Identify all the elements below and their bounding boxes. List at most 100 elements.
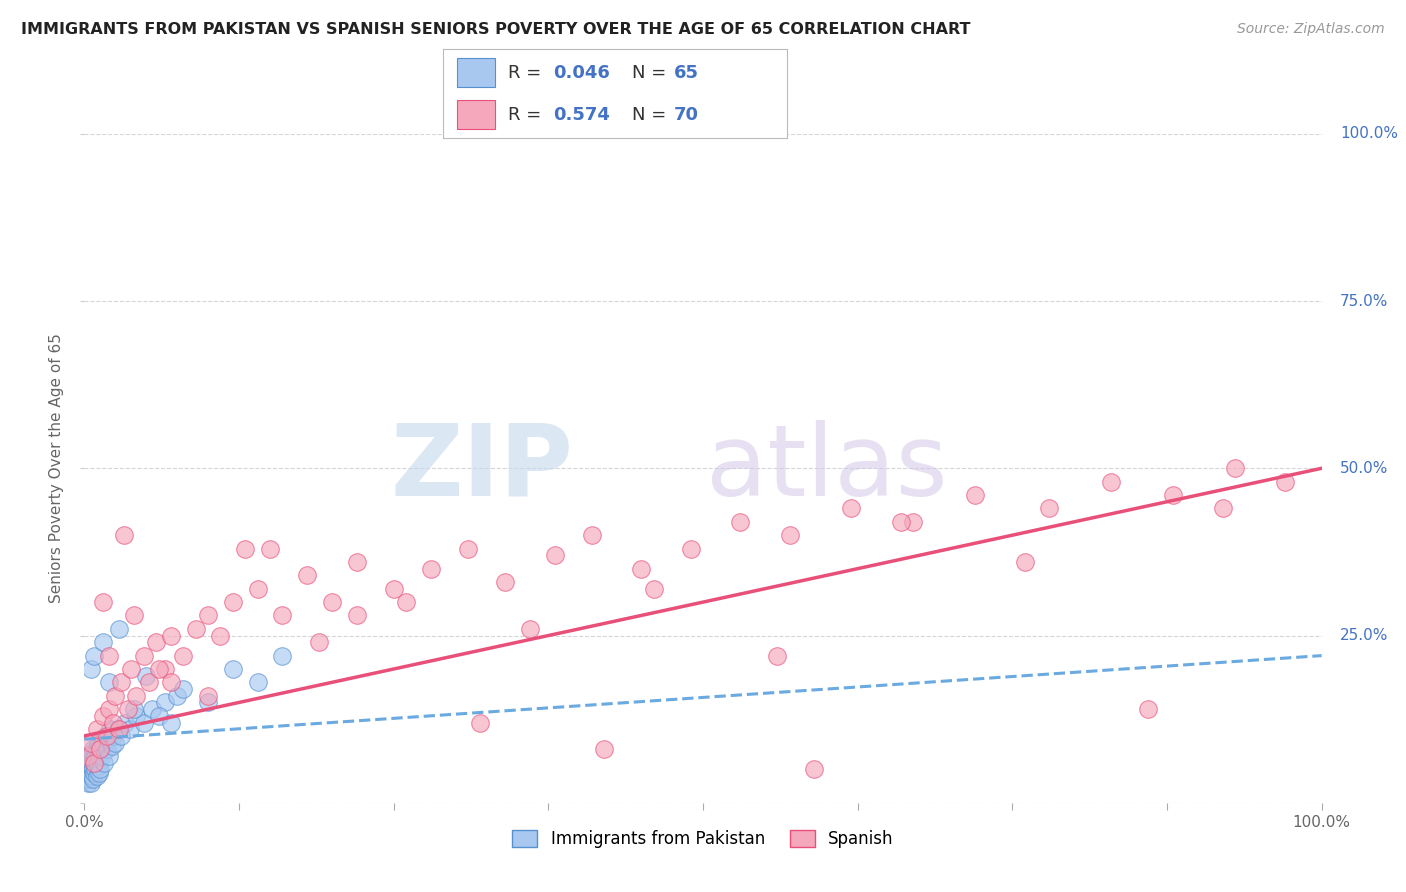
Point [470,715,492,730]
Point [98,675,121,690]
Point [141,702,163,716]
Point [75,769,97,783]
Point [395,595,418,609]
Point [630,562,652,576]
Point [271,648,294,663]
Point [593,742,616,756]
Text: 70: 70 [673,105,699,124]
Point [101,715,124,730]
Point [108,723,131,737]
Point [153,696,176,710]
Point [382,582,405,596]
Point [259,541,281,556]
Text: Source: ZipAtlas.com: Source: ZipAtlas.com [1237,22,1385,37]
Text: R =: R = [509,63,547,82]
Point [903,515,925,529]
Point [77,749,100,764]
Text: 65: 65 [673,63,699,82]
Point [1274,475,1296,489]
FancyBboxPatch shape [457,58,495,87]
Point [104,689,127,703]
Point [779,528,801,542]
Point [148,708,170,723]
Point [125,708,148,723]
Text: ZIP: ZIP [391,420,574,516]
Text: IMMIGRANTS FROM PAKISTAN VS SPANISH SENIORS POVERTY OVER THE AGE OF 65 CORRELATI: IMMIGRANTS FROM PAKISTAN VS SPANISH SENI… [21,22,970,37]
Point [89,739,111,753]
Point [76,772,98,787]
Point [803,762,825,776]
Point [79,772,101,787]
Point [222,595,245,609]
Text: 100.0%: 100.0% [1340,127,1398,141]
Point [132,648,155,663]
Point [87,759,110,773]
Point [1223,461,1246,475]
Point [153,662,176,676]
Text: 0.574: 0.574 [553,105,610,124]
Point [1014,555,1036,569]
Point [79,769,101,783]
Point [91,595,114,609]
Point [172,648,194,663]
Point [222,662,245,676]
Point [79,775,101,790]
Text: 0.046: 0.046 [553,63,610,82]
Point [160,628,183,642]
Point [83,648,105,663]
Point [110,675,132,690]
Point [197,689,219,703]
Point [120,662,142,676]
Point [83,752,105,766]
Point [321,595,343,609]
Point [246,582,269,596]
Point [145,635,167,649]
Point [160,675,183,690]
Text: R =: R = [509,105,547,124]
Point [233,541,256,556]
Point [209,628,232,642]
Point [766,648,789,663]
Point [83,756,105,770]
Point [112,528,135,542]
Point [98,749,121,764]
Point [346,608,368,623]
Point [82,762,104,776]
Point [110,729,132,743]
Text: atlas: atlas [706,420,948,516]
Point [80,769,103,783]
Point [1161,488,1184,502]
Point [82,772,104,787]
Point [100,739,122,753]
Point [86,723,108,737]
Point [679,541,702,556]
Point [120,723,142,737]
Point [160,715,183,730]
Point [89,762,111,776]
Point [76,762,98,776]
Point [86,769,108,783]
Point [79,662,101,676]
Point [101,729,124,743]
Point [98,648,121,663]
Point [581,528,603,542]
Point [77,756,100,770]
Point [86,756,108,770]
Text: 75.0%: 75.0% [1340,293,1389,309]
Point [91,635,114,649]
Point [166,689,188,703]
Point [93,756,115,770]
Point [728,515,751,529]
Point [122,702,145,716]
Point [1099,475,1122,489]
Point [841,501,863,516]
Point [135,669,157,683]
Point [89,765,111,780]
Text: 25.0%: 25.0% [1340,628,1389,643]
Point [80,756,103,770]
Point [77,765,100,780]
Point [1038,501,1060,516]
Point [79,759,101,773]
Point [87,735,110,749]
Point [94,729,117,743]
